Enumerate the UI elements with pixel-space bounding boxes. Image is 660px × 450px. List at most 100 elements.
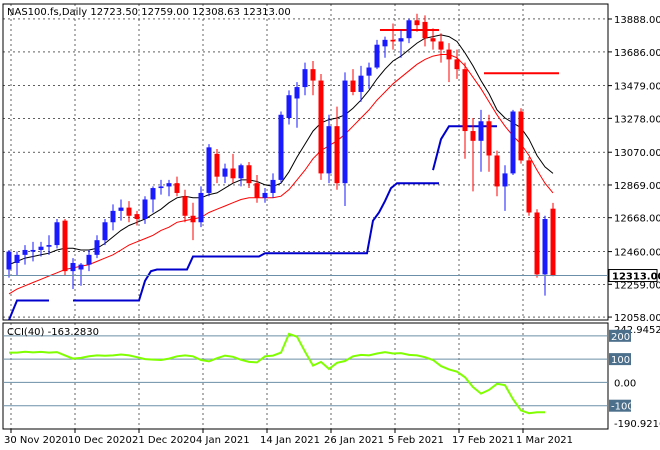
cci-tick-label: -190.9216 [614, 419, 660, 430]
candle-bear [246, 165, 252, 184]
time-tick-label: 26 Jan 2021 [324, 435, 384, 446]
candle-bull [198, 192, 204, 223]
candle-bear [446, 49, 452, 60]
moving-averages [8, 34, 554, 295]
candle-bear [534, 212, 540, 275]
candle-bull [70, 262, 76, 272]
candle-bear [174, 183, 180, 193]
candle-bull [406, 20, 412, 39]
ma-fast-line [8, 34, 554, 266]
candle-bull [222, 168, 228, 177]
candle-bear [350, 80, 356, 92]
cci-series [9, 332, 545, 415]
candle-bull [382, 39, 388, 47]
candle-bull [166, 183, 172, 187]
cci-level-lines [3, 335, 608, 407]
candle-bear [414, 20, 420, 26]
candle-bear [310, 69, 316, 81]
price-pane [2, 3, 609, 321]
candle-bear [254, 183, 260, 198]
candle-bull [30, 249, 36, 252]
time-tick-label: 17 Feb 2021 [452, 435, 514, 446]
current-price-tag-bg [608, 269, 658, 283]
candle-bull [542, 219, 548, 275]
candle-bull [294, 87, 300, 99]
cci-level-tag-bg [609, 329, 631, 342]
candle-bull [110, 210, 116, 223]
candle-bull [142, 199, 148, 220]
price-axis: 13888.00 13686.00 13479.00 13278.00 13070.00… [608, 15, 660, 324]
candle-bull [502, 173, 508, 187]
candle-bear [318, 80, 324, 174]
cci-label: CCI(40) -163.2830 [7, 327, 99, 338]
candle-bull [326, 126, 332, 174]
cci-line [9, 332, 545, 415]
candle-bear [230, 168, 236, 179]
ma-slow-line [8, 54, 554, 295]
price-tick-label: 13278.00 [614, 114, 660, 125]
candle-bull [342, 80, 348, 184]
candle-bear [526, 160, 532, 213]
candles [6, 13, 556, 296]
candle-bull [358, 75, 364, 92]
cci-tick-label: 200 [611, 332, 630, 343]
candle-bull [286, 95, 292, 119]
price-tick-label: 12460.00 [614, 248, 660, 259]
candle-bear [422, 21, 428, 39]
candle-bull [206, 147, 212, 193]
candle-bear [334, 126, 340, 184]
candle-bull [278, 114, 284, 180]
time-tick-label: 14 Jan 2021 [260, 435, 320, 446]
cci-tick-label: 100 [611, 355, 630, 366]
price-tick-label: 12869.00 [614, 181, 660, 192]
support-segment [73, 182, 439, 302]
candle-bull [262, 192, 268, 198]
cci-level-tag-bg [609, 353, 631, 366]
cci-tick-label: 0.00 [614, 378, 636, 389]
candle-bear [430, 38, 436, 42]
time-tick-label: 21 Dec 2020 [132, 435, 196, 446]
cci-tick-label: -100 [611, 402, 634, 413]
candle-bull [374, 44, 380, 68]
candle-bear [518, 111, 524, 161]
time-tick-label: 4 Jan 2021 [196, 435, 250, 446]
candle-bull [158, 186, 164, 189]
candle-bull [238, 165, 244, 179]
candle-bear [126, 207, 132, 216]
candle-bear [134, 214, 140, 220]
candle-bull [14, 254, 20, 263]
price-tick-label: 13070.00 [614, 148, 660, 159]
price-tick-label: 13479.00 [614, 82, 660, 93]
candle-bull [270, 179, 276, 193]
candle-bull [94, 240, 100, 255]
support-segment [8, 299, 49, 321]
candle-bear [182, 196, 188, 216]
time-axis: 30 Nov 2020 10 Dec 2020 21 Dec 2020 4 Jan 2… [4, 429, 573, 446]
candle-bull [6, 251, 12, 270]
candle-bear [390, 39, 396, 42]
candle-bear [550, 208, 556, 276]
candle-bear [454, 59, 460, 70]
candle-bull [150, 188, 156, 200]
candle-bull [78, 264, 84, 270]
candle-bull [54, 222, 60, 246]
candle-bull [118, 207, 124, 211]
candle-bull [302, 69, 308, 88]
time-tick-label: 1 Mar 2021 [516, 435, 573, 446]
candle-bear [494, 155, 500, 187]
chart-header: NAS100.fs,Daily 12723.50 12759.00 12308.… [7, 7, 291, 18]
candle-bull [102, 222, 108, 241]
candle-bear [190, 215, 196, 223]
time-tick-label: 30 Nov 2020 [4, 435, 68, 446]
candle-bear [486, 121, 492, 156]
candle-bear [470, 131, 476, 141]
candle-bear [438, 41, 444, 50]
time-tick-label: 5 Feb 2021 [388, 435, 444, 446]
cci-level-tag-bg [609, 399, 631, 412]
price-tick-label: 12058.00 [614, 313, 660, 324]
cci-pane [2, 322, 609, 430]
candle-bull [22, 249, 28, 255]
price-tick-label: 12259.00 [614, 280, 660, 291]
